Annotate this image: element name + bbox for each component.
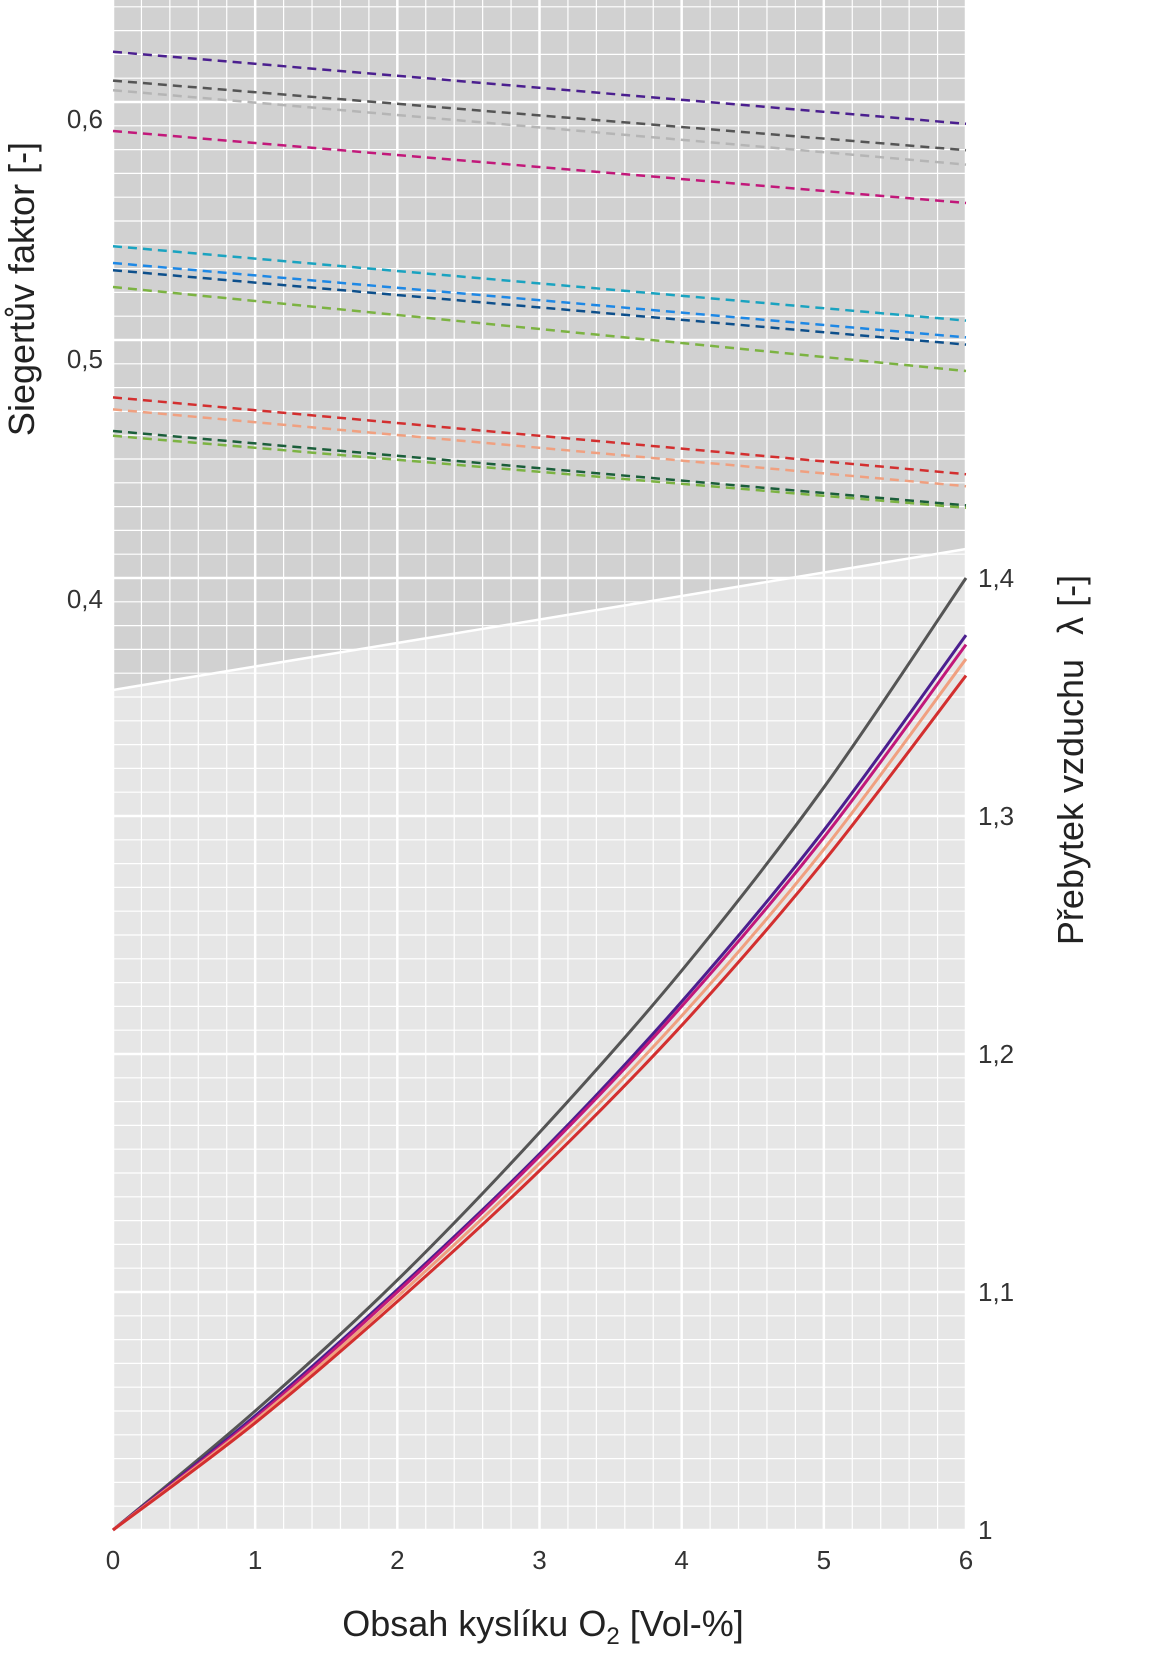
major-grid [111, 0, 968, 1532]
lambda-series-line [112, 658, 968, 1532]
x-tick-label: 3 [532, 1545, 546, 1575]
lambda-series-line [112, 577, 968, 1532]
x-axis-title-unit: [Vol-%] [620, 1603, 744, 1644]
siegert-series-line [112, 268, 967, 346]
siegert-series-line [112, 408, 967, 488]
right-tick-label: 1 [978, 1515, 992, 1545]
right-axis-title-symbol: λ [-] [1050, 575, 1091, 635]
siegert-series-line [112, 396, 967, 476]
right-axis-title-label: Přebytek vzduchu [1050, 659, 1091, 945]
left-axis-title: Siegertův faktor [-] [1, 142, 42, 436]
x-axis-title-subscript: 2 [606, 1623, 619, 1650]
siegert-series-line [112, 129, 967, 205]
region-divider [112, 547, 967, 692]
x-tick-label: 2 [390, 1545, 404, 1575]
x-tick-label: 1 [248, 1545, 262, 1575]
x-tick-label: 5 [817, 1545, 831, 1575]
siegert-series-line [112, 79, 967, 152]
lambda-series-line [112, 643, 968, 1532]
right-tick-labels: 1 1,1 1,2 1,3 1,4 [978, 563, 1014, 1545]
siegert-series-line [112, 434, 967, 510]
lambda-series-line [112, 634, 968, 1532]
right-tick-label: 1,2 [978, 1039, 1014, 1069]
x-tick-label: 6 [959, 1545, 973, 1575]
lambda-lines [112, 577, 968, 1532]
x-axis-title: Obsah kyslíku O2 [Vol-%] [342, 1603, 744, 1650]
right-axis-title: Přebytek vzduchu λ [-] [1050, 575, 1091, 945]
x-tick-label: 4 [674, 1545, 688, 1575]
siegert-lines [112, 50, 967, 510]
left-tick-label: 0,4 [67, 584, 103, 614]
siegert-series-line [112, 429, 967, 507]
right-tick-label: 1,3 [978, 801, 1014, 831]
right-tick-label: 1,1 [978, 1277, 1014, 1307]
siegert-series-line [112, 261, 967, 339]
siegert-series-line [112, 244, 967, 322]
left-tick-labels: 0,4 0,5 0,6 [67, 104, 103, 614]
siegert-series-line [112, 285, 967, 373]
right-tick-label: 1,4 [978, 563, 1014, 593]
siegert-series-line [112, 50, 967, 126]
x-tick-labels: 0 1 2 3 4 5 6 [106, 1545, 973, 1575]
lambda-series-line [112, 674, 968, 1532]
siegert-series-line [112, 88, 967, 166]
left-tick-label: 0,6 [67, 104, 103, 134]
x-tick-label: 0 [106, 1545, 120, 1575]
left-tick-label: 0,5 [67, 344, 103, 374]
